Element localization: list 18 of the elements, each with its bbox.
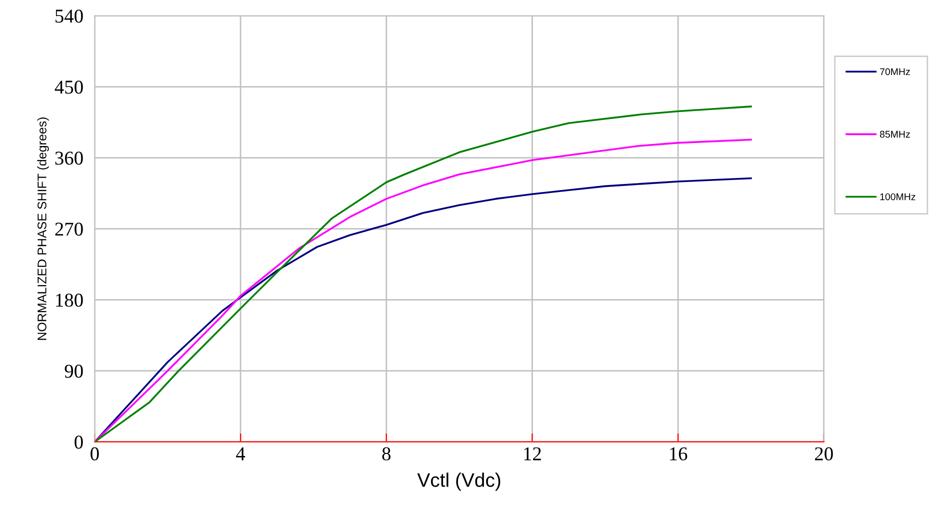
y-tick-label: 180 [56,294,83,307]
x-tick-label: 8 [382,447,390,460]
legend-label: 85MHz [880,130,910,138]
x-tick-label: 12 [524,447,541,460]
y-tick-label: 270 [55,222,83,236]
legend-label: 70MHz [880,68,910,76]
x-tick-label: 16 [670,447,688,460]
y-tick-label: 360 [55,152,83,165]
x-tick-label: 4 [236,447,246,460]
legend-label: 100MHz [880,193,916,200]
y-tick-label: 540 [56,10,83,23]
x-tick-label: 20 [815,447,833,460]
y-tick-label: 90 [64,364,83,378]
y-tick-label: 0 [74,436,83,449]
y-axis-title: NORMALIZED PHASE SHIFT (degrees) [37,118,49,340]
y-tick-label: 450 [54,80,83,94]
x-tick-label: 0 [90,447,99,460]
x-axis-title: Vctl (Vdc) [417,472,500,491]
